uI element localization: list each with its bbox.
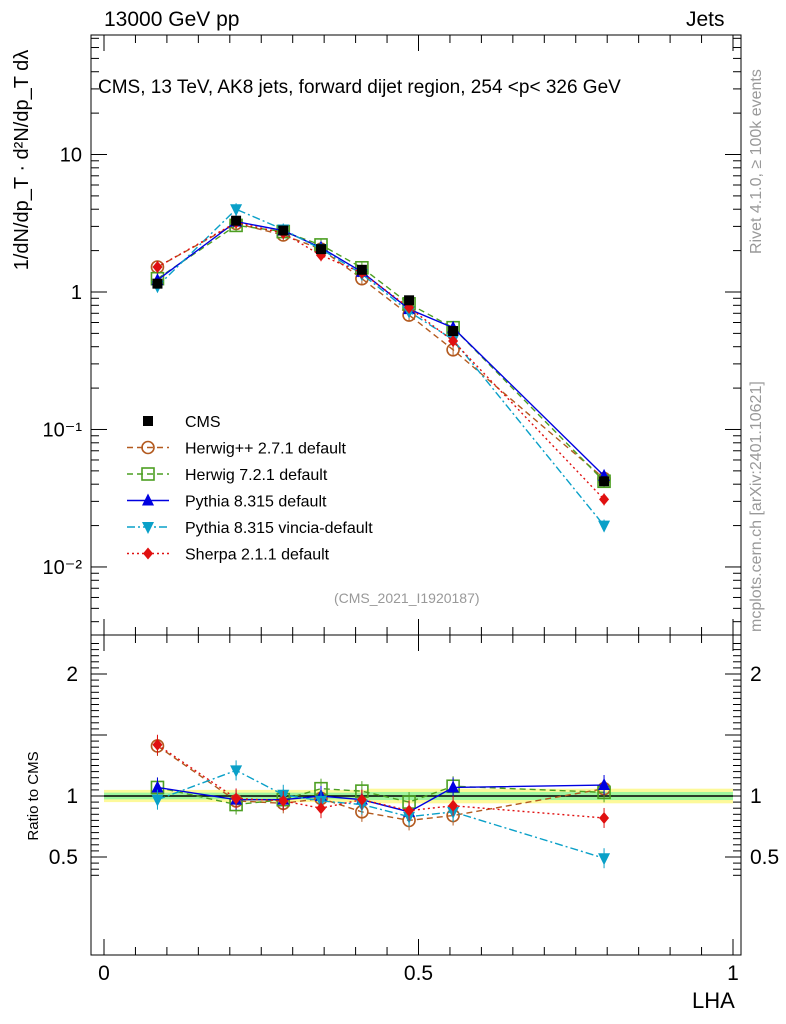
analysis-tag: (CMS_2021_I1920187) (334, 590, 480, 606)
series-line-ratio (157, 784, 605, 813)
series-line-main (157, 222, 605, 480)
legend-label: Pythia 8.315 vincia-default (185, 520, 373, 537)
series-point-ratio (447, 780, 460, 793)
data-point (231, 215, 242, 226)
series-point-main (230, 204, 243, 217)
y-tick-label-ratio-right: 0.5 (750, 846, 779, 869)
series-point-ratio (448, 799, 459, 812)
y-tick-label-main: 10⁻¹ (43, 419, 83, 441)
mcplots-note: mcplots.cern.ch [arXiv:2401.10621] (748, 381, 765, 632)
legend-label: Herwig++ 2.7.1 default (185, 441, 347, 458)
x-axis-label: LHA (692, 988, 735, 1013)
series-point-ratio (598, 778, 611, 791)
series-point-main (598, 520, 611, 533)
series-line-main (157, 221, 605, 500)
y-tick-label-ratio: 2 (66, 663, 78, 686)
y-tick-label-main: 1 (71, 282, 82, 304)
series-point-ratio (316, 802, 327, 815)
series-point-ratio (151, 780, 164, 793)
y-axis-label-main: 1/dN/dp_T · d²N/dp_T dλ (11, 50, 33, 271)
series-point-ratio (151, 794, 164, 807)
y-tick-label-ratio-right: 1 (750, 785, 762, 808)
y-tick-label-ratio: 1 (66, 785, 78, 808)
rivet-note: Rivet 4.1.0, ≥ 100k events (748, 69, 765, 254)
y-axis-label-ratio: Ratio to CMS (25, 751, 42, 840)
series-line-ratio (157, 769, 605, 859)
legend-label-data: CMS (185, 414, 221, 431)
legend-marker (141, 467, 155, 481)
legend-label: Sherpa 2.1.1 default (185, 547, 330, 564)
series-point-ratio (152, 738, 163, 751)
series-line-ratio (157, 785, 605, 806)
y-tick-label-ratio-right: 2 (750, 663, 762, 686)
data-point (404, 295, 415, 306)
header-right: Jets (686, 8, 725, 31)
series-point-main (152, 260, 163, 273)
series-point-main (448, 335, 459, 348)
series-point-ratio (230, 765, 243, 778)
x-tick-label: 1 (727, 962, 739, 985)
x-tick-label: 0.5 (404, 962, 433, 985)
legend-marker (141, 440, 155, 455)
data-point (316, 244, 327, 255)
series-line-ratio (157, 744, 605, 819)
legend-label: Herwig 7.2.1 default (185, 467, 328, 484)
y-tick-label-main: 10 (60, 145, 82, 167)
header-left: 13000 GeV pp (104, 8, 240, 31)
series-point-ratio (404, 804, 415, 817)
legend-marker (142, 493, 154, 506)
ratio-frame (90, 634, 742, 956)
series-point-ratio (599, 811, 610, 824)
series-point-main (599, 493, 610, 506)
series-line-main (157, 220, 605, 477)
y-tick-label-ratio: 0.5 (49, 846, 78, 869)
x-tick-label: 0 (98, 962, 110, 985)
series-line-ratio (157, 745, 605, 822)
main-frame (90, 34, 742, 636)
data-point (278, 225, 289, 236)
data-point (599, 476, 610, 487)
legend-label: Pythia 8.315 default (185, 494, 327, 511)
legend-marker (142, 522, 154, 534)
series-point-ratio (231, 792, 242, 805)
series-point-ratio (598, 853, 611, 866)
series-point-ratio (356, 793, 367, 806)
data-point (356, 264, 367, 275)
y-tick-label-main: 10⁻² (43, 557, 83, 579)
data-point (448, 326, 459, 337)
data-point (152, 278, 163, 289)
chart-title: CMS, 13 TeV, AK8 jets, forward dijet reg… (98, 77, 621, 98)
series-line-main (157, 224, 605, 482)
legend-marker-data (143, 416, 153, 426)
legend-marker (143, 547, 153, 560)
series-point-ratio (278, 794, 289, 807)
